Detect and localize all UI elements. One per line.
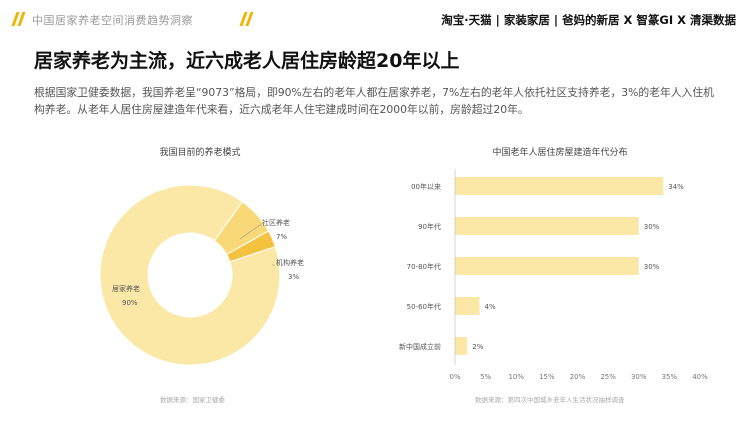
bar-value-label: 2% bbox=[472, 343, 483, 351]
donut-chart-title: 我国目前的养老模式 bbox=[159, 148, 241, 158]
label-home-care: 居家养老 bbox=[112, 284, 140, 293]
category-label: 00年以来 bbox=[411, 182, 441, 191]
x-tick-label: 10% bbox=[508, 373, 524, 381]
x-tick-label: 0% bbox=[449, 373, 460, 381]
slash-decoration-right bbox=[239, 12, 256, 26]
value-community-care: 7% bbox=[276, 233, 287, 241]
bar-source: 数据来源：第四次中国城乡老年人生活状况抽样调查 bbox=[475, 396, 625, 404]
category-label: 70-80年代 bbox=[407, 262, 441, 271]
category-label: 新中国成立前 bbox=[399, 342, 441, 351]
slash-decoration bbox=[11, 12, 30, 26]
donut-source: 数据来源：国家卫健委 bbox=[160, 396, 225, 404]
x-tick-label: 20% bbox=[570, 373, 586, 381]
bar-value-label: 30% bbox=[644, 223, 660, 231]
value-institution-care: 3% bbox=[288, 273, 299, 281]
category-label: 50-60年代 bbox=[407, 302, 441, 311]
top-bar: 中国居家养老空间消费趋势洞察 淘宝·天猫 | 家装家居 | 爸妈的新居 X 智篆… bbox=[0, 0, 750, 38]
slice-institution-care bbox=[225, 230, 277, 263]
brand-line: 淘宝·天猫 | 家装家居 | 爸妈的新居 X 智篆GI X 清渠数据 bbox=[441, 13, 736, 27]
section-title: 中国居家养老空间消费趋势洞察 bbox=[32, 14, 193, 27]
bar-value-label: 30% bbox=[644, 263, 660, 271]
bar-chart: 00年以来 34% 90年代 30% 70-80年代 30% 50-60年代 4% 新中国成立前… bbox=[399, 169, 708, 381]
body-paragraph: 根据国家卫健委数据，我国养老呈“9073”格局，即90%左右的老年人都在居家养老… bbox=[34, 86, 714, 116]
label-institution-care: 机构养老 bbox=[276, 258, 304, 267]
x-tick-label: 30% bbox=[631, 373, 647, 381]
category-label: 90年代 bbox=[418, 222, 441, 231]
bar-value-label: 34% bbox=[668, 183, 684, 191]
leader-community bbox=[239, 224, 262, 240]
slice-home-care bbox=[99, 184, 281, 366]
x-tick-label: 25% bbox=[600, 373, 616, 381]
donut-chart: 居家养老 90% 社区养老 7% 机构养老 3% bbox=[99, 184, 304, 366]
bar bbox=[455, 217, 639, 235]
x-tick-label: 40% bbox=[692, 373, 708, 381]
page-headline: 居家养老为主流，近六成老人居住房龄超20年以上 bbox=[34, 50, 460, 72]
label-community-care: 社区养老 bbox=[262, 218, 290, 227]
bar-chart-title: 中国老年人居住房屋建造年代分布 bbox=[492, 148, 628, 158]
x-tick-label: 5% bbox=[480, 373, 491, 381]
bar bbox=[455, 177, 664, 195]
bar bbox=[455, 257, 639, 275]
bar bbox=[455, 297, 480, 315]
bar bbox=[455, 337, 468, 355]
bar-value-label: 4% bbox=[485, 303, 496, 311]
value-home-care: 90% bbox=[122, 299, 138, 307]
x-tick-label: 15% bbox=[539, 373, 555, 381]
x-tick-label: 35% bbox=[662, 373, 678, 381]
